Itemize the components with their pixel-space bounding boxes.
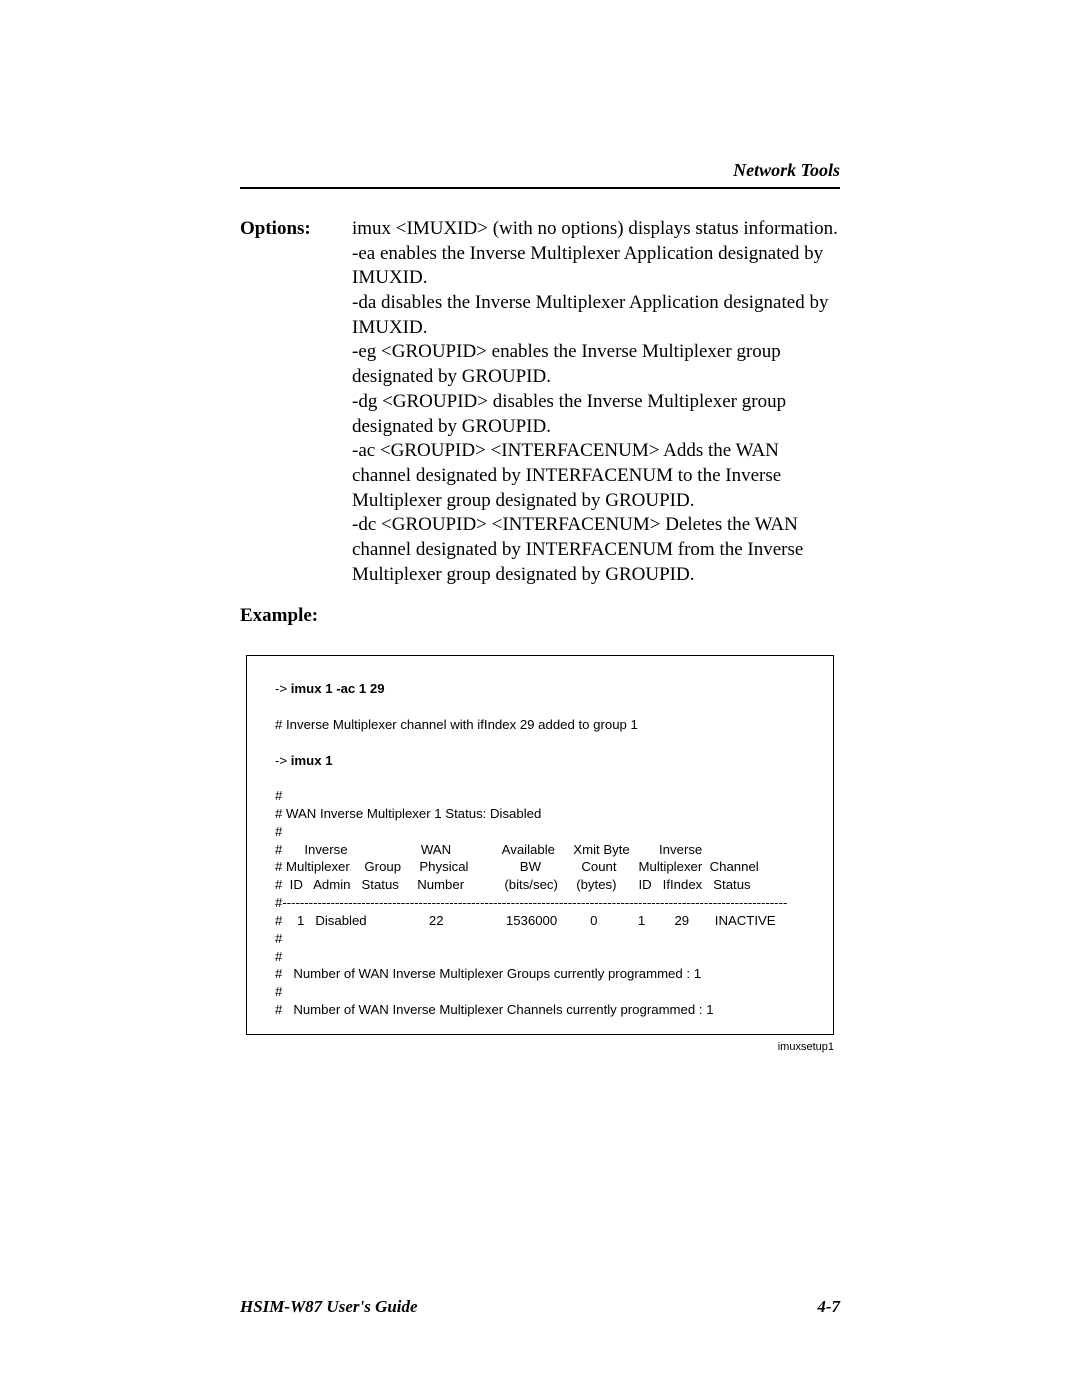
- terminal-output: -> imux 1 -ac 1 29 # Inverse Multiplexer…: [246, 655, 834, 1035]
- prompt: ->: [275, 753, 287, 768]
- table-divider: #---------------------------------------…: [275, 895, 787, 910]
- options-label: Options:: [240, 217, 352, 587]
- option-line: -dc <GROUPID> <INTERFACENUM> Deletes the…: [352, 513, 840, 587]
- footer-title: HSIM-W87 User's Guide: [240, 1297, 418, 1317]
- example-label: Example:: [240, 605, 840, 627]
- figure-caption: imuxsetup1: [240, 1041, 834, 1053]
- option-line: -eg <GROUPID> enables the Inverse Multip…: [352, 340, 840, 389]
- option-line: -ac <GROUPID> <INTERFACENUM> Adds the WA…: [352, 439, 840, 513]
- page-footer: HSIM-W87 User's Guide 4-7: [240, 1297, 840, 1317]
- output-block: # # # Number of WAN Inverse Multiplexer …: [275, 931, 714, 1017]
- table-row: # 1 Disabled 22 1536000 0 1 29 INACTIVE: [275, 913, 776, 928]
- output-line: # Inverse Multiplexer channel with ifInd…: [275, 717, 638, 732]
- output-block: # # WAN Inverse Multiplexer 1 Status: Di…: [275, 788, 541, 839]
- footer-page: 4-7: [817, 1297, 840, 1317]
- options-text: imux <IMUXID> (with no options) displays…: [352, 217, 840, 587]
- command: imux 1: [291, 753, 333, 768]
- option-line: -ea enables the Inverse Multiplexer Appl…: [352, 242, 840, 291]
- option-line: imux <IMUXID> (with no options) displays…: [352, 217, 840, 242]
- command: imux 1 -ac 1 29: [291, 681, 385, 696]
- table-header: # Inverse WAN Available Xmit Byte Invers…: [275, 842, 759, 893]
- option-line: -da disables the Inverse Multiplexer App…: [352, 291, 840, 340]
- page-section-header: Network Tools: [240, 160, 840, 189]
- option-line: -dg <GROUPID> disables the Inverse Multi…: [352, 390, 840, 439]
- options-block: Options: imux <IMUXID> (with no options)…: [240, 217, 840, 587]
- prompt: ->: [275, 681, 287, 696]
